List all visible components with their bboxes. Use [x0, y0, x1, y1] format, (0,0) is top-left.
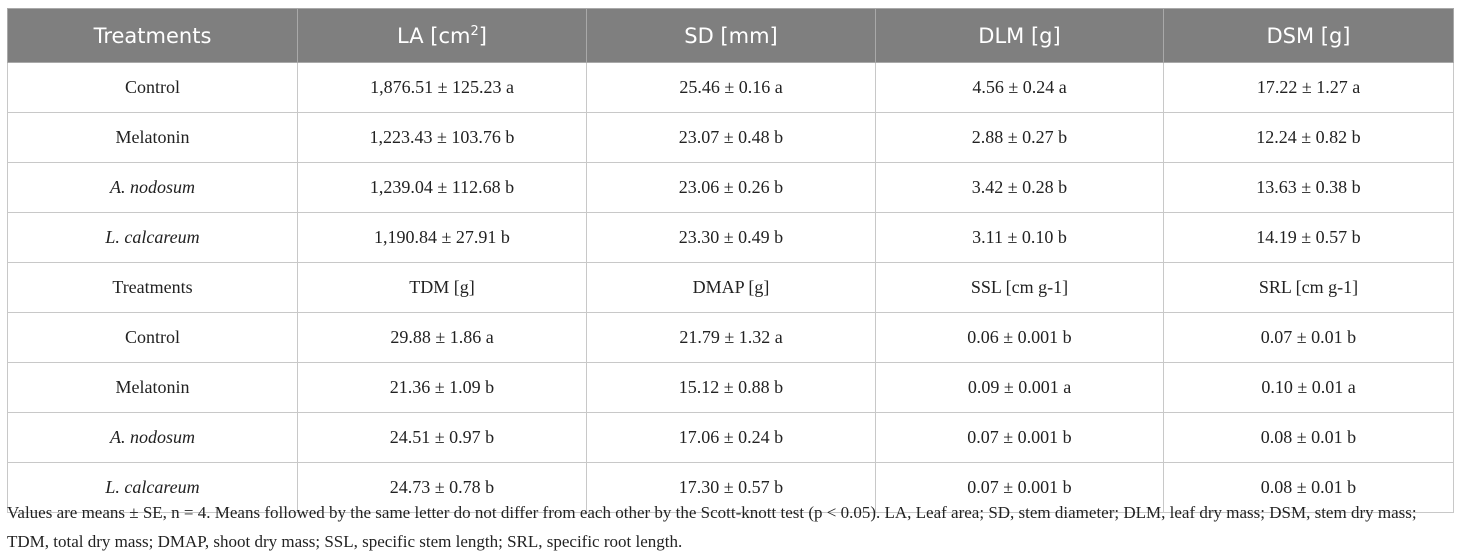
value-cell: 24.73 ± 0.78 b — [297, 462, 587, 513]
value-cell: 23.06 ± 0.26 b — [586, 162, 876, 213]
table-row: A. nodosum 1,239.04 ± 112.68 b 23.06 ± 0.2… — [7, 162, 1454, 213]
value-cell: 23.07 ± 0.48 b — [586, 112, 876, 163]
value-cell: 0.07 ± 0.001 b — [875, 412, 1164, 463]
value-cell: TDM [g] — [297, 262, 587, 313]
value-cell: 0.07 ± 0.001 b — [875, 462, 1164, 513]
value-cell: 0.08 ± 0.01 b — [1163, 412, 1454, 463]
header-la-text: LA [cm — [397, 23, 471, 48]
value-cell: 0.06 ± 0.001 b — [875, 312, 1164, 363]
value-cell: 12.24 ± 0.82 b — [1163, 112, 1454, 163]
header-treatments: Treatments — [7, 8, 298, 63]
value-cell: 0.08 ± 0.01 b — [1163, 462, 1454, 513]
treatment-cell: Melatonin — [7, 112, 298, 163]
value-cell: 1,876.51 ± 125.23 a — [297, 62, 587, 113]
table-row: Melatonin 1,223.43 ± 103.76 b 23.07 ± 0.48… — [7, 112, 1454, 163]
table-row: Melatonin 21.36 ± 1.09 b 15.12 ± 0.88 b 0.0… — [7, 362, 1454, 413]
value-cell: 21.36 ± 1.09 b — [297, 362, 587, 413]
value-cell: 2.88 ± 0.27 b — [875, 112, 1164, 163]
value-cell: 1,190.84 ± 27.91 b — [297, 212, 587, 263]
table-row: L. calcareum 24.73 ± 0.78 b 17.30 ± 0.57 b… — [7, 462, 1454, 513]
value-cell: DMAP [g] — [586, 262, 876, 313]
value-cell: 13.63 ± 0.38 b — [1163, 162, 1454, 213]
value-cell: 25.46 ± 0.16 a — [586, 62, 876, 113]
value-cell: 1,239.04 ± 112.68 b — [297, 162, 587, 213]
table-footnote: Values are means ± SE, n = 4. Means foll… — [7, 503, 1417, 551]
header-row: Treatments LA [cm2] SD [mm] DLM [g] DSM … — [7, 8, 1454, 63]
value-cell: 0.07 ± 0.01 b — [1163, 312, 1454, 363]
header-dlm: DLM [g] — [875, 8, 1164, 63]
value-cell: 0.10 ± 0.01 a — [1163, 362, 1454, 413]
value-cell: 3.42 ± 0.28 b — [875, 162, 1164, 213]
table-row: Control 29.88 ± 1.86 a 21.79 ± 1.32 a 0.06 … — [7, 312, 1454, 363]
value-cell: 4.56 ± 0.24 a — [875, 62, 1164, 113]
treatment-cell: Control — [7, 312, 298, 363]
value-cell: 24.51 ± 0.97 b — [297, 412, 587, 463]
value-cell: 29.88 ± 1.86 a — [297, 312, 587, 363]
header-la: LA [cm2] — [297, 8, 587, 63]
table-row: Treatments TDM [g] DMAP [g] SSL [cm g-1] SRL… — [7, 262, 1454, 313]
treatment-cell: Treatments — [7, 262, 298, 313]
table-row: Control 1,876.51 ± 125.23 a 25.46 ± 0.16 a… — [7, 62, 1454, 113]
header-sd: SD [mm] — [586, 8, 876, 63]
treatment-cell: Melatonin — [7, 362, 298, 413]
treatment-cell: L. calcareum — [7, 462, 298, 513]
table-row: A. nodosum 24.51 ± 0.97 b 17.06 ± 0.24 b 0.… — [7, 412, 1454, 463]
header-la-sup: 2 — [470, 23, 479, 39]
value-cell: 15.12 ± 0.88 b — [586, 362, 876, 413]
results-table: Treatments LA [cm2] SD [mm] DLM [g] DSM … — [7, 8, 1454, 513]
treatment-cell: L. calcareum — [7, 212, 298, 263]
treatment-cell: A. nodosum — [7, 162, 298, 213]
value-cell: 23.30 ± 0.49 b — [586, 212, 876, 263]
value-cell: 17.22 ± 1.27 a — [1163, 62, 1454, 113]
treatment-cell: Control — [7, 62, 298, 113]
value-cell: 17.06 ± 0.24 b — [586, 412, 876, 463]
value-cell: 21.79 ± 1.32 a — [586, 312, 876, 363]
value-cell: SRL [cm g-1] — [1163, 262, 1454, 313]
value-cell: 1,223.43 ± 103.76 b — [297, 112, 587, 163]
treatment-cell: A. nodosum — [7, 412, 298, 463]
value-cell: 3.11 ± 0.10 b — [875, 212, 1164, 263]
table-row: L. calcareum 1,190.84 ± 27.91 b 23.30 ± 0.… — [7, 212, 1454, 263]
header-dsm: DSM [g] — [1163, 8, 1454, 63]
value-cell: 0.09 ± 0.001 a — [875, 362, 1164, 413]
value-cell: 14.19 ± 0.57 b — [1163, 212, 1454, 263]
value-cell: SSL [cm g-1] — [875, 262, 1164, 313]
